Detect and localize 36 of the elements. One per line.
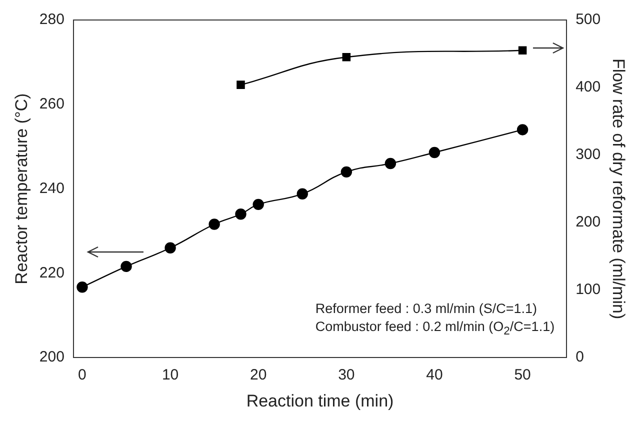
point [120,260,132,272]
y2-tick-label: 400 [576,78,601,96]
y-axis-title: Reactor temperature (°C) [12,93,31,284]
point [428,146,440,158]
point [164,242,176,254]
x-axis-title: Reaction time (min) [246,391,394,410]
point [340,166,352,178]
x-tick-label: 10 [162,366,179,384]
x-tick-label: 0 [78,366,86,384]
y-tick-label: 240 [39,180,64,197]
x-tick-label: 20 [250,366,267,384]
x-tick-label: 30 [338,366,355,384]
point [252,198,264,210]
x-tick-label: 50 [514,366,531,384]
point [342,53,351,62]
point [516,124,528,136]
annotation: Reformer feed : 0.3 ml/min (S/C=1.1) [315,300,538,318]
y2-tick-label: 200 [576,214,601,231]
point [236,80,245,89]
y-tick-label: 220 [39,264,64,282]
y-tick-label: 200 [39,348,64,366]
y-tick-label: 280 [39,11,64,28]
point [518,46,527,55]
point [384,158,396,170]
point [296,188,308,200]
y2-tick-label: 300 [576,146,601,164]
y2-tick-label: 100 [576,281,601,298]
x-tick-label: 40 [426,366,443,384]
point [76,282,88,293]
y2-axis-title: Flow rate of dry reformate (ml/min) [609,58,628,320]
annotation: Combustor feed : 0.2 ml/min (O$_{2}$/C=1.1) [315,318,555,340]
y2-tick-label: 500 [576,11,601,28]
point [235,208,246,220]
y2-tick-label: 0 [576,348,584,366]
point [208,218,220,230]
y-tick-label: 260 [39,96,64,113]
